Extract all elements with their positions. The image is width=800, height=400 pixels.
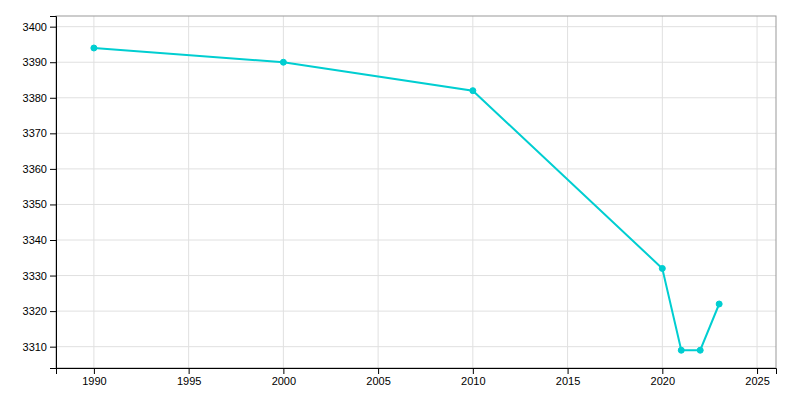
tick: 3350 bbox=[23, 198, 56, 210]
tick-mark bbox=[50, 169, 56, 170]
grid-line bbox=[56, 275, 776, 276]
tick-mark bbox=[50, 204, 56, 205]
grid-line bbox=[56, 240, 776, 241]
tick-label: 3380 bbox=[23, 92, 47, 104]
tick-label: 1990 bbox=[82, 375, 106, 387]
tick-mark bbox=[50, 98, 56, 99]
tick-label: 1995 bbox=[177, 375, 201, 387]
tick: 1995 bbox=[177, 368, 201, 387]
tick-mark bbox=[662, 368, 663, 374]
point bbox=[697, 347, 703, 353]
point bbox=[91, 45, 97, 51]
tick: 3310 bbox=[23, 341, 56, 353]
axis-line bbox=[50, 17, 57, 369]
tick: 3330 bbox=[23, 270, 56, 282]
tick-label: 2005 bbox=[366, 375, 390, 387]
tick-mark bbox=[50, 311, 56, 312]
tick-label: 3340 bbox=[23, 234, 47, 246]
grid-line bbox=[378, 16, 379, 368]
grid-line bbox=[56, 97, 776, 98]
tick: 3340 bbox=[23, 234, 56, 246]
chart: 1990 1995 2000 2005 2010 2015 2020 2025 3310 3320… bbox=[0, 0, 800, 400]
point bbox=[280, 59, 286, 65]
tick-mark bbox=[50, 276, 56, 277]
tick-label: 3310 bbox=[23, 341, 47, 353]
y-axis: 3310 3320 3330 3340 3350 3360 3370 3380 3390 3400 bbox=[23, 17, 57, 369]
grid-line bbox=[662, 16, 663, 368]
tick: 2025 bbox=[745, 368, 769, 387]
point bbox=[470, 88, 476, 94]
tick-label: 2025 bbox=[745, 375, 769, 387]
plot: 1990 1995 2000 2005 2010 2015 2020 2025 3310 3320… bbox=[23, 16, 777, 387]
tick-label: 2015 bbox=[556, 375, 580, 387]
tick: 2015 bbox=[556, 368, 580, 387]
tick: 2005 bbox=[366, 368, 390, 387]
point bbox=[716, 301, 722, 307]
grid-line bbox=[188, 16, 189, 368]
tick: 3370 bbox=[23, 127, 56, 139]
grid-line bbox=[567, 16, 568, 368]
tick-mark bbox=[50, 27, 56, 28]
grid bbox=[56, 16, 776, 368]
tick: 3320 bbox=[23, 305, 56, 317]
grid-line bbox=[757, 16, 758, 368]
tick-label: 3350 bbox=[23, 198, 47, 210]
tick-mark bbox=[283, 368, 284, 374]
tick: 3360 bbox=[23, 163, 56, 175]
tick-label: 3400 bbox=[23, 21, 47, 33]
tick: 3400 bbox=[23, 21, 56, 33]
grid-line bbox=[56, 346, 776, 347]
plot-frame bbox=[56, 16, 776, 368]
tick-mark bbox=[473, 368, 474, 374]
tick: 1990 bbox=[82, 368, 106, 387]
line bbox=[94, 48, 719, 350]
tick-mark bbox=[94, 368, 95, 374]
grid-line bbox=[56, 133, 776, 134]
tick-label: 3360 bbox=[23, 163, 47, 175]
tick: 3390 bbox=[23, 56, 56, 68]
tick-label: 2010 bbox=[461, 375, 485, 387]
tick-mark bbox=[757, 368, 758, 374]
tick-label: 2000 bbox=[272, 375, 296, 387]
tick-label: 3320 bbox=[23, 305, 47, 317]
tick: 2020 bbox=[651, 368, 675, 387]
grid-line bbox=[472, 16, 473, 368]
point bbox=[659, 265, 665, 271]
grid-line bbox=[56, 311, 776, 312]
tick-label: 3370 bbox=[23, 127, 47, 139]
x-axis: 1990 1995 2000 2005 2010 2015 2020 2025 bbox=[57, 368, 777, 387]
tick-label: 2020 bbox=[651, 375, 675, 387]
tick-mark bbox=[378, 368, 379, 374]
tick: 2010 bbox=[461, 368, 485, 387]
tick-label: 3390 bbox=[23, 56, 47, 68]
tick-mark bbox=[568, 368, 569, 374]
grid-line bbox=[56, 168, 776, 169]
tick-mark bbox=[50, 133, 56, 134]
tick-mark bbox=[189, 368, 190, 374]
tick: 3380 bbox=[23, 92, 56, 104]
grid-line bbox=[93, 16, 94, 368]
tick: 2000 bbox=[272, 368, 296, 387]
tick-label: 3330 bbox=[23, 270, 47, 282]
grid-line bbox=[56, 204, 776, 205]
point bbox=[678, 347, 684, 353]
axis-line bbox=[57, 369, 777, 375]
grid-line bbox=[56, 26, 776, 27]
tick-mark bbox=[50, 347, 56, 348]
tick-mark bbox=[50, 240, 56, 241]
tick-mark bbox=[50, 62, 56, 63]
grid-line bbox=[56, 62, 776, 63]
grid-line bbox=[283, 16, 284, 368]
series bbox=[91, 45, 722, 353]
